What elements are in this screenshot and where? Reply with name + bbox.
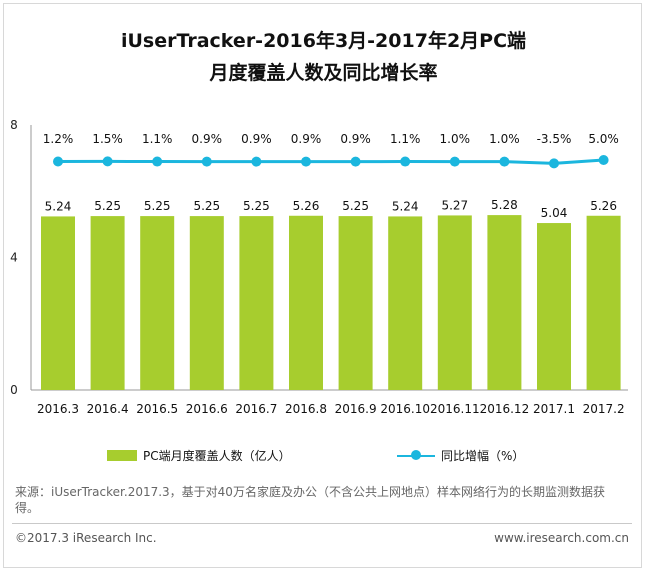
bar-8 <box>437 215 472 390</box>
growth-value-label-9: 1.0% <box>489 132 520 146</box>
bar-2 <box>140 216 175 390</box>
growth-value-label-8: 1.0% <box>440 132 471 146</box>
x-tick-label-6: 2016.9 <box>335 402 377 416</box>
source-note: 来源：iUserTracker.2017.3，基于对40万名家庭及办公（不含公共… <box>15 485 605 515</box>
bar-3 <box>189 216 224 390</box>
growth-value-label-5: 0.9% <box>291 132 322 146</box>
website-link[interactable]: www.iresearch.com.cn <box>494 531 629 545</box>
growth-point-6 <box>350 156 361 167</box>
bar-1 <box>90 216 125 390</box>
chart-title-line-1: iUserTracker-2016年3月-2017年2月PC端 <box>120 30 527 52</box>
growth-point-9 <box>499 156 510 167</box>
bar-4 <box>239 216 274 390</box>
growth-value-label-11: 5.0% <box>588 132 619 146</box>
bar-10 <box>537 223 571 390</box>
x-tick-label-9: 2016.12 <box>480 402 530 416</box>
growth-point-4 <box>251 156 262 167</box>
growth-value-label-10: -3.5% <box>537 132 572 146</box>
bar-value-label-1: 5.25 <box>94 199 121 213</box>
growth-point-2 <box>152 156 163 167</box>
bar-value-label-2: 5.25 <box>144 199 171 213</box>
bar-value-label-10: 5.04 <box>541 206 568 220</box>
growth-value-label-4: 0.9% <box>241 132 272 146</box>
legend-bar-swatch <box>107 450 137 461</box>
legend-bar-label: PC端月度覆盖人数（亿人） <box>143 449 291 463</box>
bar-11 <box>586 215 621 390</box>
bar-0 <box>41 216 75 390</box>
legend-line-label: 同比增幅（%） <box>441 449 525 463</box>
bar-value-label-4: 5.25 <box>243 199 270 213</box>
y-tick-label-0: 0 <box>10 383 18 397</box>
y-tick-label-2: 8 <box>10 118 18 132</box>
growth-point-10 <box>549 158 559 169</box>
growth-value-label-7: 1.1% <box>390 132 421 146</box>
growth-value-label-1: 1.5% <box>92 132 123 146</box>
chart-title-line-2: 月度覆盖人数及同比增长率 <box>209 62 438 84</box>
x-tick-label-10: 2017.1 <box>533 402 575 416</box>
x-tick-label-8: 2016.11 <box>430 402 480 416</box>
footer-divider <box>12 523 632 524</box>
bar-value-label-0: 5.24 <box>45 199 72 213</box>
bar-7 <box>388 216 423 390</box>
x-tick-label-3: 2016.6 <box>186 402 228 416</box>
bar-value-label-9: 5.28 <box>491 198 518 212</box>
x-tick-label-0: 2016.3 <box>37 402 79 416</box>
growth-value-label-2: 1.1% <box>142 132 173 146</box>
bar-9 <box>487 215 522 390</box>
bar-value-label-5: 5.26 <box>293 199 320 213</box>
growth-point-0 <box>53 156 63 167</box>
growth-point-5 <box>301 156 311 167</box>
x-tick-label-5: 2016.8 <box>285 402 327 416</box>
x-tick-label-2: 2016.5 <box>136 402 178 416</box>
x-tick-label-7: 2016.10 <box>380 402 430 416</box>
bar-6 <box>338 216 373 390</box>
copyright-text: ©2017.3 iResearch Inc. <box>15 531 157 545</box>
growth-point-11 <box>598 155 609 165</box>
growth-point-8 <box>449 156 460 167</box>
x-tick-label-4: 2016.7 <box>235 402 277 416</box>
bar-5 <box>289 215 323 390</box>
y-tick-label-1: 4 <box>10 251 18 265</box>
growth-value-label-6: 0.9% <box>340 132 371 146</box>
growth-value-label-3: 0.9% <box>192 132 223 146</box>
growth-point-7 <box>400 156 411 167</box>
bar-value-label-11: 5.26 <box>590 199 617 213</box>
bar-value-label-7: 5.24 <box>392 199 419 213</box>
x-tick-label-11: 2017.2 <box>583 402 625 416</box>
bar-value-label-8: 5.27 <box>441 198 468 212</box>
chart-frame <box>3 3 642 568</box>
legend-line-marker <box>411 450 421 460</box>
growth-value-label-0: 1.2% <box>43 132 74 146</box>
x-tick-label-1: 2016.4 <box>87 402 129 416</box>
growth-line <box>57 158 604 165</box>
growth-point-1 <box>102 156 113 167</box>
growth-point-3 <box>201 156 212 167</box>
bar-value-label-6: 5.25 <box>342 199 369 213</box>
bar-value-label-3: 5.25 <box>193 199 220 213</box>
